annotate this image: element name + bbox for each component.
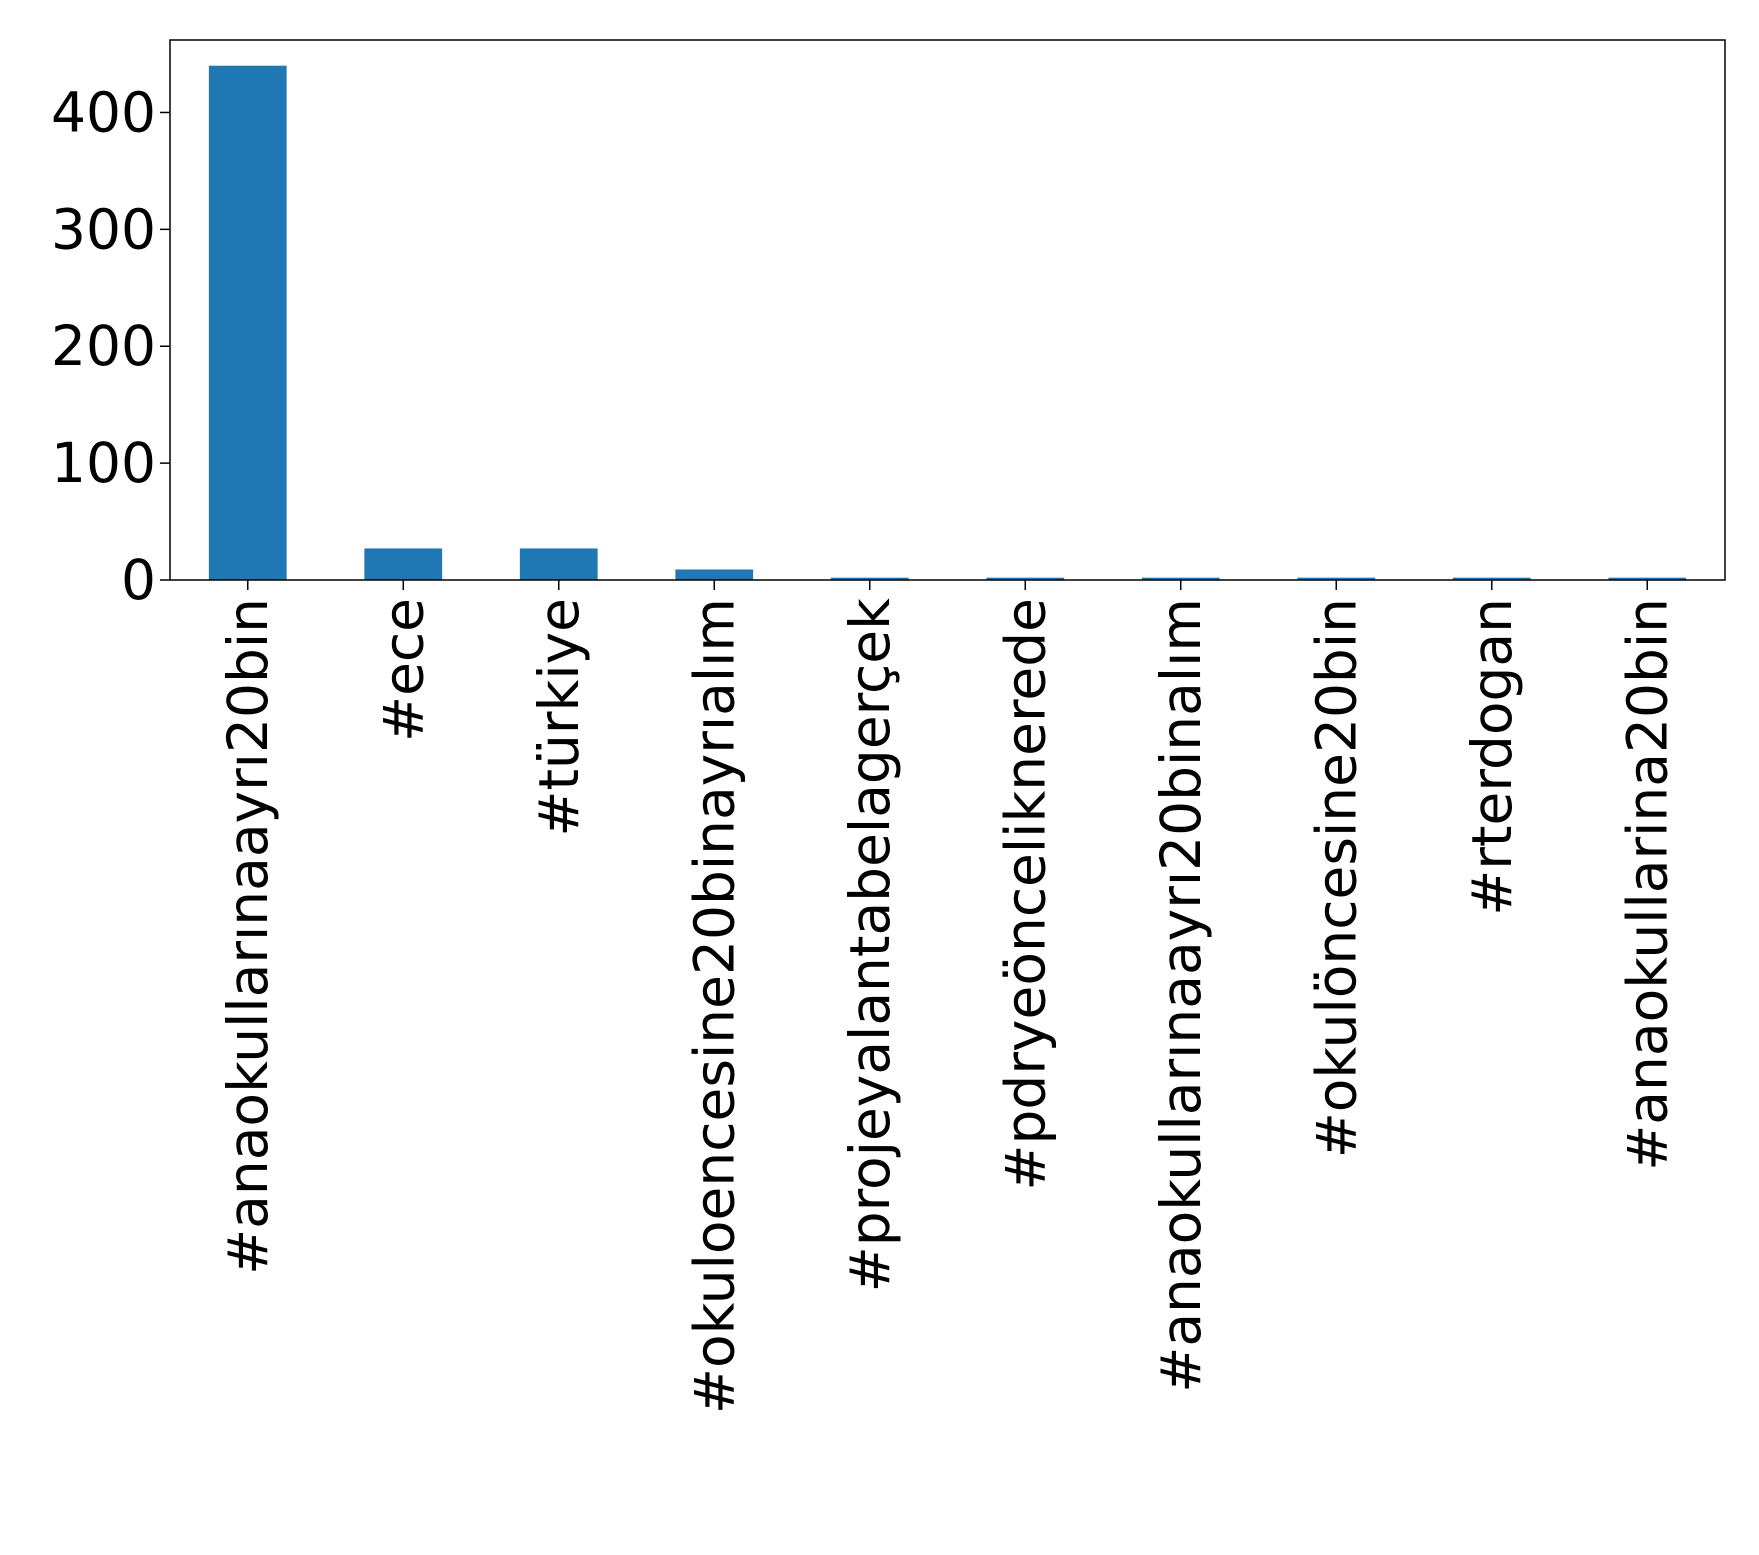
bar-1: [208, 65, 287, 580]
x-tick-label: #ece: [371, 598, 435, 742]
bar-9: [1452, 577, 1531, 580]
bar-10: [1608, 577, 1687, 580]
bar-7: [1141, 577, 1220, 580]
y-tick-label: 300: [51, 197, 156, 261]
bar-2: [364, 548, 443, 580]
x-axis: #anaokullarınaayrı20bin #ece #türkiye #okul…: [216, 580, 1679, 1414]
y-tick-label: 200: [51, 314, 156, 378]
bar-4: [675, 569, 754, 580]
x-tick-label: #rterdogan: [1460, 598, 1524, 916]
x-tick-label: #okulöncesine20bin: [1304, 598, 1368, 1158]
bar-5: [830, 577, 909, 580]
x-tick-label: #anaokullarınaayrı20binalım: [1149, 598, 1213, 1393]
plot-frame: [169, 39, 1726, 581]
x-tick-label: #anaokullarınaayrı20bin: [216, 598, 280, 1275]
y-tick-label: 100: [51, 431, 156, 495]
bars-group: [208, 65, 1687, 580]
bar-8: [1297, 577, 1376, 580]
x-tick-label: #okuloencesine20binayrıalım: [682, 598, 746, 1414]
x-tick-label: #türkiye: [527, 598, 591, 837]
y-axis: 0 100 200 300 400: [51, 80, 170, 612]
bar-3: [519, 548, 598, 580]
x-tick-label: #pdryeöncelikneredе: [993, 598, 1057, 1191]
y-tick-label: 400: [51, 80, 156, 144]
x-tick-label: #projeyalantabelagerçek: [838, 598, 902, 1292]
x-tick-label: #anaokullarina20bin: [1615, 598, 1679, 1171]
y-tick-label: 0: [121, 548, 156, 612]
bar-6: [986, 577, 1065, 580]
